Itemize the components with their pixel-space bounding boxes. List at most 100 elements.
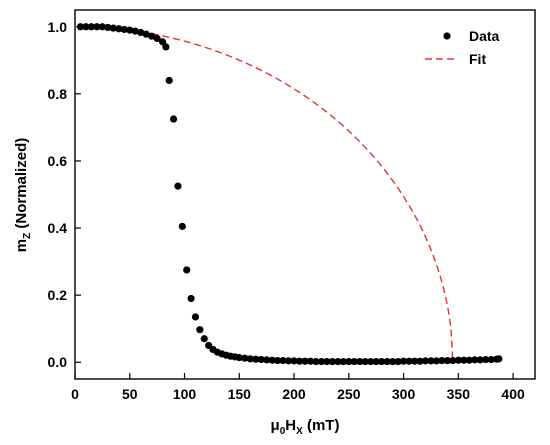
- data-point: [378, 357, 386, 366]
- x-axis-title-unit: (mT): [303, 417, 340, 434]
- data-point: [471, 356, 479, 364]
- data-point: [142, 30, 150, 38]
- fit-curve-layer: [74, 26, 454, 363]
- data-point: [317, 357, 326, 366]
- data-point: [432, 357, 441, 365]
- data-point: [178, 222, 186, 230]
- x-axis-title-mu: μ: [271, 417, 280, 434]
- data-point: [460, 356, 468, 364]
- data-point: [126, 26, 134, 34]
- y-axis-title-sub: Z: [22, 233, 33, 239]
- data-point: [87, 23, 96, 31]
- y-axis-title: mZ (Normalized): [13, 138, 33, 252]
- data-point: [405, 357, 413, 365]
- data-point: [257, 355, 265, 364]
- data-point: [389, 357, 397, 366]
- data-point: [334, 357, 342, 366]
- legend: Data Fit: [425, 28, 500, 67]
- data-point: [290, 357, 298, 365]
- data-point: [323, 357, 331, 366]
- data-point: [427, 357, 435, 365]
- data-point: [372, 357, 380, 366]
- data-point: [361, 357, 369, 366]
- legend-data-marker: [443, 32, 451, 40]
- legend-fit-label: Fit: [469, 51, 486, 67]
- data-point: [98, 23, 106, 31]
- data-point: [345, 357, 353, 366]
- x-tick-label: 50: [122, 386, 138, 402]
- data-point: [246, 355, 254, 363]
- data-point: [200, 335, 208, 343]
- x-axis-title-sub0: 0: [280, 426, 286, 437]
- y-tick-label: 0.0: [48, 354, 68, 370]
- data-point: [120, 25, 128, 34]
- data-point: [115, 25, 123, 33]
- plot-frame: [74, 9, 536, 380]
- x-tick-label: 250: [337, 386, 361, 402]
- data-point: [410, 357, 419, 365]
- data-point: [279, 356, 287, 365]
- data-point: [421, 357, 430, 365]
- data-point: [306, 357, 315, 365]
- x-tick-label: 300: [392, 386, 416, 402]
- x-axis-title: μ0HX (mT): [271, 417, 340, 437]
- data-point: [443, 356, 451, 365]
- y-axis-title-unit: (Normalized): [13, 138, 30, 233]
- data-point: [169, 115, 178, 123]
- data-point: [174, 182, 182, 190]
- x-tick-label: 200: [282, 386, 306, 402]
- data-point: [449, 356, 457, 365]
- x-axis-ticks: 0 50 100 150 200 250 300 350 400: [71, 373, 525, 402]
- x-tick-label: 0: [71, 386, 79, 402]
- data-point: [416, 357, 424, 365]
- data-point: [263, 356, 271, 364]
- data-point: [131, 27, 139, 35]
- x-axis-title-sub1: X: [296, 426, 303, 437]
- data-point: [137, 28, 145, 37]
- data-point: [274, 356, 282, 365]
- data-point: [153, 34, 161, 43]
- y-tick-label: 0.6: [48, 153, 68, 169]
- data-point: [482, 355, 490, 364]
- data-point: [295, 357, 304, 365]
- data-point: [284, 357, 293, 365]
- data-point: [268, 356, 276, 364]
- x-tick-label: 350: [447, 386, 471, 402]
- data-point: [487, 355, 495, 364]
- data-point: [383, 357, 391, 366]
- data-point: [301, 357, 309, 365]
- data-point: [104, 23, 112, 32]
- data-point: [93, 23, 101, 31]
- data-point: [252, 355, 260, 363]
- data-point: [148, 32, 156, 40]
- data-point: [162, 43, 170, 51]
- data-point: [495, 355, 503, 363]
- x-tick-label: 400: [501, 386, 525, 402]
- data-point: [399, 357, 408, 365]
- data-point: [165, 76, 173, 85]
- data-point: [454, 356, 462, 364]
- data-point: [328, 357, 336, 366]
- data-point: [196, 326, 204, 334]
- data-point: [476, 356, 484, 364]
- data-point: [183, 266, 191, 274]
- y-axis-ticks: 0.0 0.2 0.4 0.6 0.8 1.0: [48, 19, 81, 370]
- data-point: [76, 23, 85, 31]
- data-point: [356, 357, 364, 366]
- x-tick-label: 150: [228, 386, 252, 402]
- data-point: [312, 357, 320, 366]
- data-point: [241, 354, 249, 362]
- x-tick-label: 100: [173, 386, 197, 402]
- data-point: [394, 357, 402, 366]
- data-point: [350, 357, 358, 366]
- data-point: [465, 356, 473, 364]
- y-tick-label: 1.0: [48, 19, 68, 35]
- y-tick-label: 0.2: [48, 287, 68, 303]
- y-tick-label: 0.8: [48, 86, 68, 102]
- data-points-layer: [76, 23, 503, 366]
- data-point: [187, 294, 195, 303]
- y-tick-label: 0.4: [48, 220, 68, 236]
- fit-curve: [74, 26, 454, 363]
- y-axis-title-m: m: [13, 239, 30, 252]
- data-point: [438, 356, 446, 365]
